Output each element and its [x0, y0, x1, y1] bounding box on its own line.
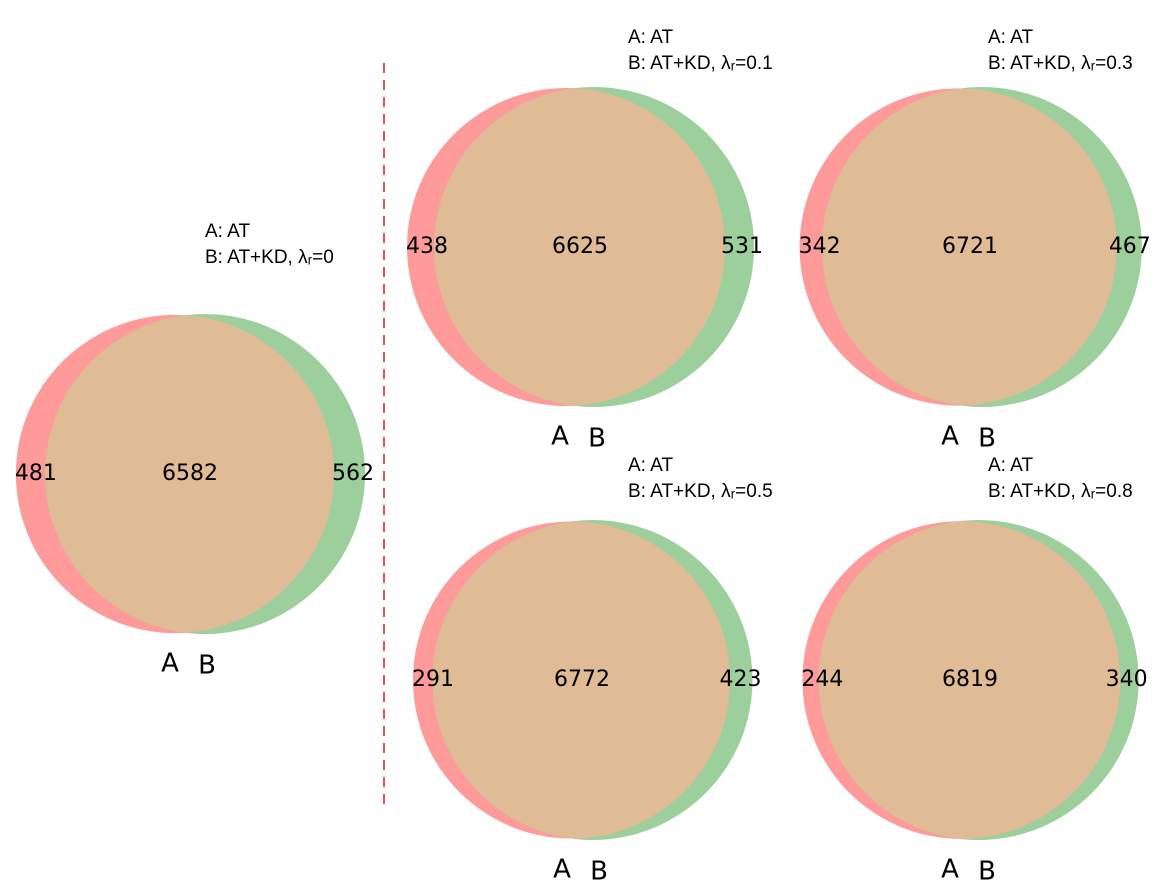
only-b-count: 423 — [719, 667, 761, 692]
legend-entry: A: AT — [628, 27, 673, 48]
both-count: 6625 — [552, 234, 608, 259]
legend-entry: B: AT+KD, λᵣ=0.1 — [628, 53, 773, 74]
set-label: B — [198, 651, 216, 681]
only-b-count: 562 — [332, 461, 374, 486]
set-label: A — [553, 855, 571, 885]
only-a-count: 342 — [799, 234, 841, 259]
legend-entry: A: AT — [988, 27, 1033, 48]
only-a-count: 481 — [15, 461, 57, 486]
both-count: 6772 — [554, 667, 610, 692]
only-a-count: 438 — [406, 234, 448, 259]
legend-entry: A: AT — [988, 455, 1033, 476]
legend-entry: B: AT+KD, λᵣ=0 — [205, 247, 334, 268]
legend-entry: A: AT — [205, 221, 250, 242]
intersection — [821, 88, 1117, 406]
set-label: B — [978, 857, 996, 887]
only-b-count: 467 — [1109, 234, 1151, 259]
set-label: B — [588, 424, 606, 454]
intersection — [818, 521, 1121, 839]
set-label: A — [161, 649, 179, 679]
set-label: A — [551, 422, 569, 452]
only-b-count: 531 — [721, 234, 763, 259]
intersection — [432, 521, 731, 839]
set-label: A — [941, 855, 959, 885]
set-label: B — [978, 424, 996, 454]
legend-entry: B: AT+KD, λᵣ=0.3 — [988, 53, 1133, 74]
both-count: 6582 — [162, 461, 218, 486]
both-count: 6819 — [942, 667, 998, 692]
only-a-count: 244 — [801, 667, 843, 692]
set-label: A — [941, 422, 959, 452]
intersection — [45, 314, 335, 634]
legend-entry: B: AT+KD, λᵣ=0.8 — [988, 481, 1133, 502]
legend-entry: B: AT+KD, λᵣ=0.5 — [628, 481, 773, 502]
intersection — [434, 88, 725, 406]
both-count: 6721 — [942, 234, 998, 259]
legend-entry: A: AT — [628, 455, 673, 476]
only-a-count: 291 — [412, 667, 454, 692]
set-label: B — [590, 857, 608, 887]
only-b-count: 340 — [1106, 667, 1148, 692]
